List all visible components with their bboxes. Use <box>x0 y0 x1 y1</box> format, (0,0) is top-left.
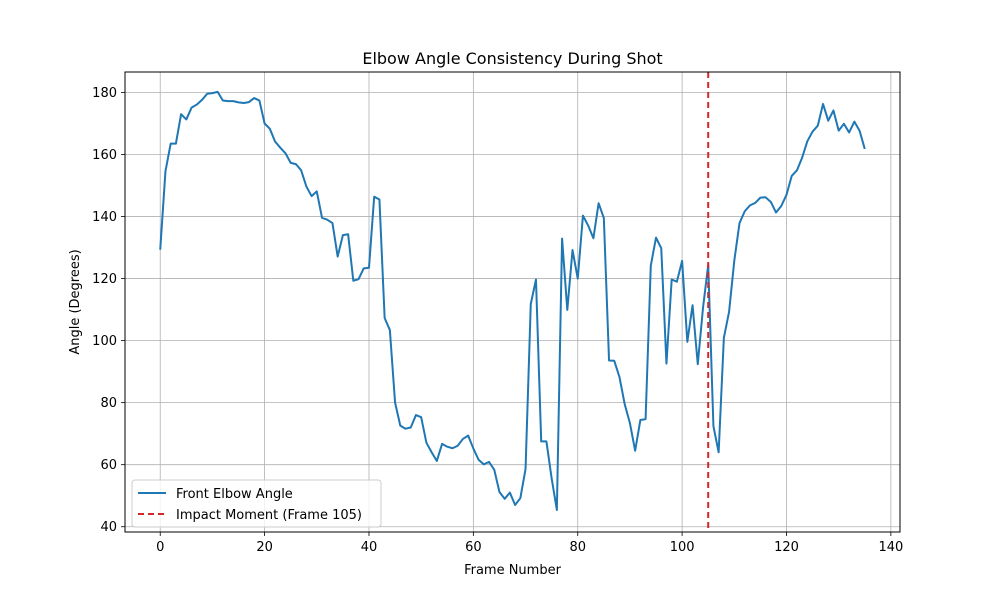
x-tick-label-100: 100 <box>670 540 695 555</box>
x-tick-label-20: 20 <box>256 540 273 555</box>
x-tick-label-60: 60 <box>465 540 482 555</box>
x-tick-label-140: 140 <box>878 540 903 555</box>
y-axis-label: Angle (Degrees) <box>68 249 83 354</box>
y-tick-label-120: 120 <box>92 272 117 287</box>
y-tick-label-140: 140 <box>92 210 117 225</box>
y-tick-label-40: 40 <box>100 520 117 535</box>
x-tick-label-40: 40 <box>361 540 378 555</box>
y-tick-label-80: 80 <box>100 396 117 411</box>
plot-frame <box>124 71 901 533</box>
legend-label-front-elbow-angle: Front Elbow Angle <box>176 487 293 502</box>
chart-title: Elbow Angle Consistency During Shot <box>362 49 662 68</box>
legend-label-impact-moment: Impact Moment (Frame 105) <box>176 508 362 523</box>
ticks: 0 20 40 60 80 100 120 140 40 60 80 100 120 140 160 180 <box>92 86 903 555</box>
y-tick-label-60: 60 <box>100 458 117 473</box>
y-tick-label-180: 180 <box>92 86 117 101</box>
y-tick-label-160: 160 <box>92 148 117 163</box>
x-tick-label-80: 80 <box>569 540 586 555</box>
legend: Front Elbow Angle Impact Moment (Frame 1… <box>131 479 382 528</box>
y-tick-label-100: 100 <box>92 334 117 349</box>
x-axis-label: Frame Number <box>464 563 562 578</box>
x-tick-label-0: 0 <box>156 540 164 555</box>
series-line-front-elbow-angle <box>159 90 866 511</box>
x-tick-label-120: 120 <box>774 540 799 555</box>
legend-box <box>131 479 382 528</box>
series-layer <box>159 72 866 532</box>
